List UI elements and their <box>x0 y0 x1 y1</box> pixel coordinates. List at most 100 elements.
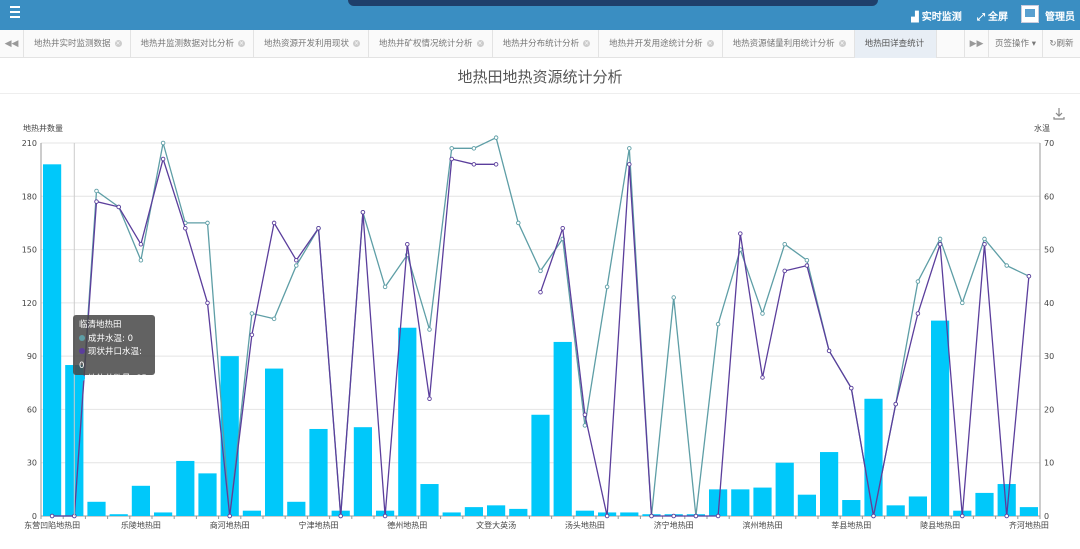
chart-bar[interactable] <box>353 427 373 516</box>
series-point[interactable] <box>427 327 432 332</box>
series-point[interactable] <box>1026 273 1032 279</box>
chart-bar[interactable] <box>42 164 62 517</box>
series-point[interactable] <box>715 513 721 519</box>
chart-bar[interactable] <box>309 428 328 516</box>
tab-item[interactable]: 地热井开发用途统计分析 × <box>599 30 723 58</box>
chart-bar[interactable] <box>109 514 128 516</box>
series-point[interactable] <box>915 311 921 316</box>
tab-item[interactable]: 地热井分布统计分析 × <box>493 30 600 58</box>
series-point[interactable] <box>449 146 454 151</box>
series-point[interactable] <box>826 348 832 354</box>
tab-item[interactable]: 地热资源开发利用现状 × <box>254 30 370 58</box>
chart-bar[interactable] <box>131 485 151 516</box>
series-point[interactable] <box>937 236 943 242</box>
chart-bar[interactable] <box>486 505 506 516</box>
series-point[interactable] <box>271 316 277 322</box>
series-point[interactable] <box>671 513 676 519</box>
chart-bar[interactable] <box>1019 507 1039 516</box>
avatar[interactable] <box>1021 5 1039 23</box>
series-point[interactable] <box>760 375 765 380</box>
chart-bar[interactable] <box>420 484 439 516</box>
series-point[interactable] <box>382 513 388 519</box>
chart-bar[interactable] <box>398 327 417 516</box>
series-point[interactable] <box>160 156 166 162</box>
series-point[interactable] <box>449 156 454 162</box>
chart-bar[interactable] <box>708 489 728 516</box>
series-point[interactable] <box>382 284 388 290</box>
series-point[interactable] <box>915 279 921 284</box>
close-icon[interactable]: × <box>238 40 246 47</box>
tab-operations-dropdown[interactable]: 页签操作 ▾ <box>988 30 1042 58</box>
chart-bar[interactable] <box>842 500 861 516</box>
series-point[interactable] <box>937 241 943 247</box>
series-point[interactable] <box>538 268 543 274</box>
chart-bar[interactable] <box>442 512 461 516</box>
chart-bar[interactable] <box>819 452 839 516</box>
chart-bar[interactable] <box>287 501 306 516</box>
chart-bar[interactable] <box>797 494 817 516</box>
chart-bar[interactable] <box>464 507 484 516</box>
chart-bar[interactable] <box>531 414 550 516</box>
series-point[interactable] <box>360 210 366 215</box>
series-point[interactable] <box>138 241 144 247</box>
fullscreen-button[interactable]: ⤢ 全屏 <box>977 8 1008 23</box>
close-icon[interactable]: × <box>583 40 591 47</box>
close-icon[interactable]: × <box>353 40 361 47</box>
series-point[interactable] <box>582 412 588 418</box>
series-point[interactable] <box>582 423 588 428</box>
chart-bar[interactable] <box>975 492 994 516</box>
series-point[interactable] <box>604 284 610 290</box>
series-point[interactable] <box>94 188 99 194</box>
tab-item[interactable]: 地热井监测数据对比分析 × <box>131 30 255 58</box>
series-point[interactable] <box>893 401 898 407</box>
series-point[interactable] <box>1004 513 1009 519</box>
series-point[interactable] <box>49 513 55 519</box>
series-point[interactable] <box>649 513 654 519</box>
series-point[interactable] <box>760 311 765 316</box>
series-point[interactable] <box>493 135 499 140</box>
series-point[interactable] <box>294 257 299 263</box>
series-point[interactable] <box>627 146 632 151</box>
chart-bar[interactable] <box>864 398 883 516</box>
series-point[interactable] <box>271 220 277 226</box>
series-point[interactable] <box>94 199 99 204</box>
series-point[interactable] <box>782 241 787 247</box>
series-point[interactable] <box>693 513 699 519</box>
series-point[interactable] <box>804 263 810 268</box>
tab-item[interactable]: 地热资源储量利用统计分析 × <box>723 30 855 58</box>
series-point[interactable] <box>604 513 610 519</box>
tab-item[interactable]: 地热井矿权情况统计分析 × <box>369 30 493 58</box>
series-point[interactable] <box>471 162 477 167</box>
chart-bar[interactable] <box>198 473 217 516</box>
series-point[interactable] <box>138 257 144 263</box>
chart-bar[interactable] <box>153 512 173 516</box>
chart-bar[interactable] <box>87 501 106 516</box>
chart-bar[interactable] <box>731 489 750 516</box>
tabs-scroll-left-icon[interactable]: ◀◀ <box>0 30 24 58</box>
chart-bar[interactable] <box>575 510 595 516</box>
series-point[interactable] <box>116 204 121 210</box>
chart-bar[interactable] <box>264 368 284 516</box>
series-point[interactable] <box>715 321 721 327</box>
series-point[interactable] <box>338 513 343 519</box>
chart-bar[interactable] <box>775 462 794 516</box>
series-point[interactable] <box>871 513 876 519</box>
refresh-button[interactable]: ↻刷新 <box>1042 30 1080 58</box>
series-point[interactable] <box>249 332 255 338</box>
series-point[interactable] <box>627 162 632 167</box>
chart-bar[interactable] <box>997 484 1016 516</box>
realtime-monitor-button[interactable]: ▟ 实时监测 <box>911 8 962 23</box>
tab-item[interactable]: 地热井实时监测数据 × <box>24 30 131 58</box>
series-point[interactable] <box>249 311 255 316</box>
close-icon[interactable]: × <box>838 40 846 47</box>
chart-bar[interactable] <box>509 508 528 516</box>
user-menu[interactable]: 管理员 <box>1045 8 1075 23</box>
series-point[interactable] <box>960 300 965 306</box>
series-point[interactable] <box>205 220 210 226</box>
close-icon[interactable]: × <box>476 40 484 47</box>
series-point[interactable] <box>183 226 188 231</box>
chart-bar[interactable] <box>930 320 950 516</box>
series-point[interactable] <box>738 231 743 236</box>
tab-item[interactable]: 地热田详查统计 <box>854 30 938 58</box>
chart-bar[interactable] <box>176 460 195 516</box>
